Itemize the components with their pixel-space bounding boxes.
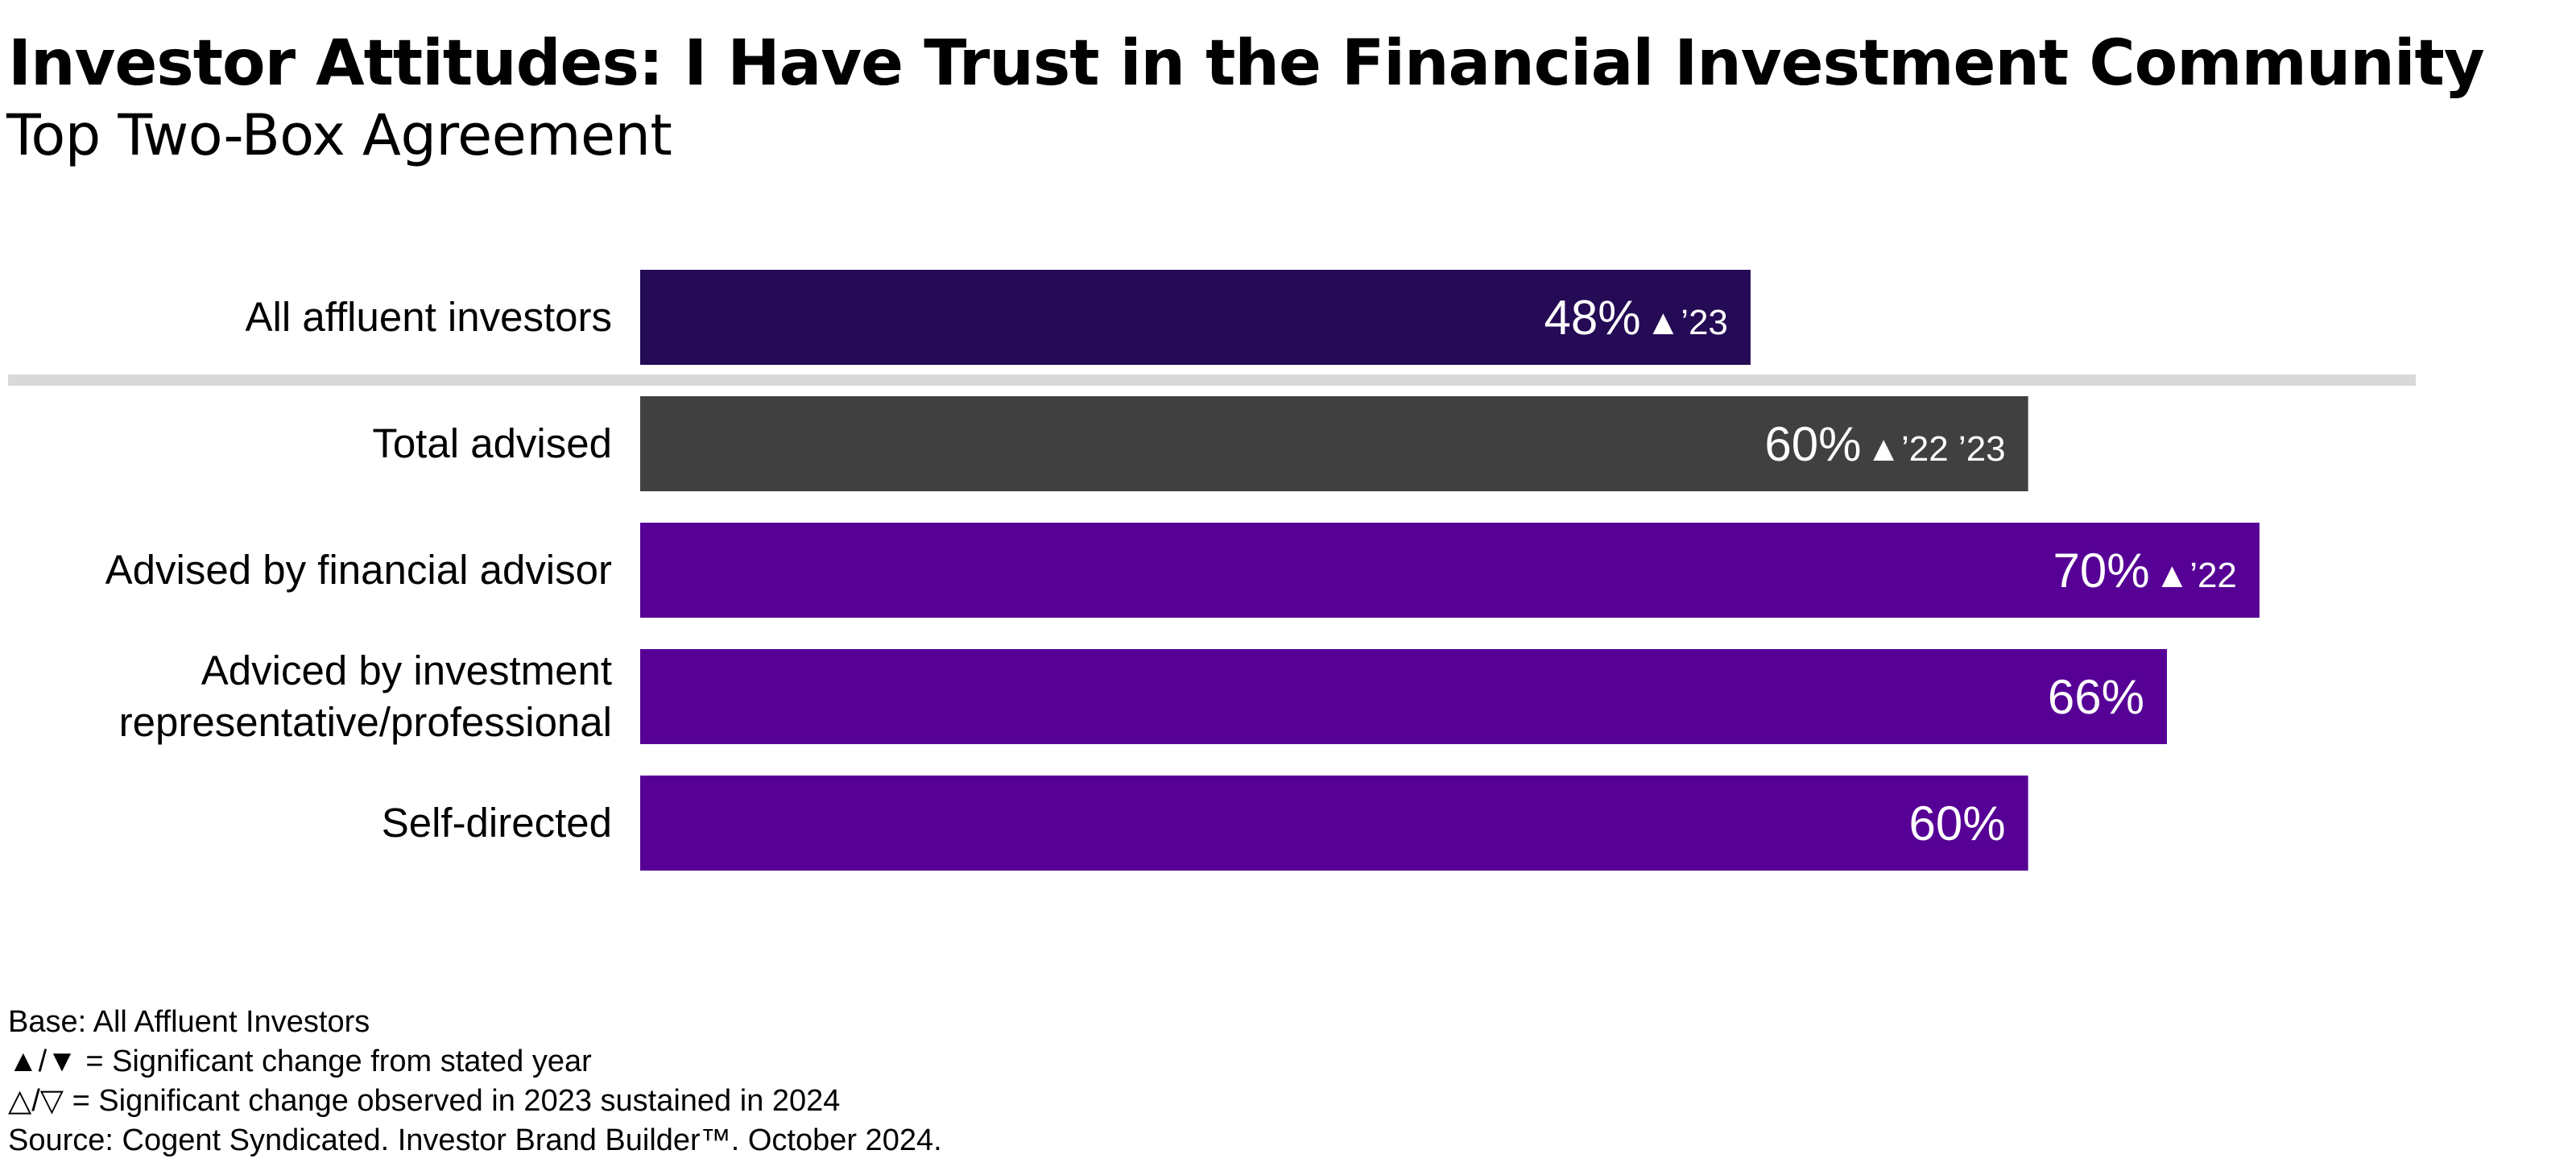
bar-2 [640,523,2260,618]
source-note: Source: Cogent Syndicated. Investor Bran… [8,1123,942,1157]
category-label-3-line-0: Adviced by investment [201,647,612,693]
bar-4 [640,776,2028,871]
category-label-2: Advised by financial advisor [105,547,612,593]
value-label-1: 60% [1764,417,1861,471]
category-label-1: Total advised [372,420,612,466]
value-label-3: 66% [2048,670,2144,724]
bar-0 [640,270,1751,365]
category-label-4: Self-directed [382,800,612,846]
sustained-note: △/▽ = Significant change observed in 202… [8,1084,841,1118]
category-label-0: All affluent investors [246,294,612,340]
significance-label-0: ▲’23 [1646,303,1728,342]
significance-note: ▲/▼ = Significant change from stated yea… [8,1045,592,1078]
chart-subtitle: Top Two-Box Agreement [6,102,672,168]
bar-1 [640,396,2028,491]
bar-3 [640,649,2168,744]
base-note: Base: All Affluent Investors [8,1005,370,1039]
value-label-4: 60% [1909,796,2006,850]
value-label-2: 70% [2053,544,2150,598]
value-label-0: 48% [1544,291,1641,345]
footnotes: Base: All Affluent Investors ▲/▼ = Signi… [8,1003,942,1161]
chart-title: Investor Attitudes: I Have Trust in the … [8,27,2485,100]
significance-label-2: ▲’22 [2155,556,2237,595]
category-label-3-line-1: representative/professional [119,699,612,745]
significance-label-1: ▲’22 ’23 [1866,429,2005,469]
group-separator [8,374,2416,386]
